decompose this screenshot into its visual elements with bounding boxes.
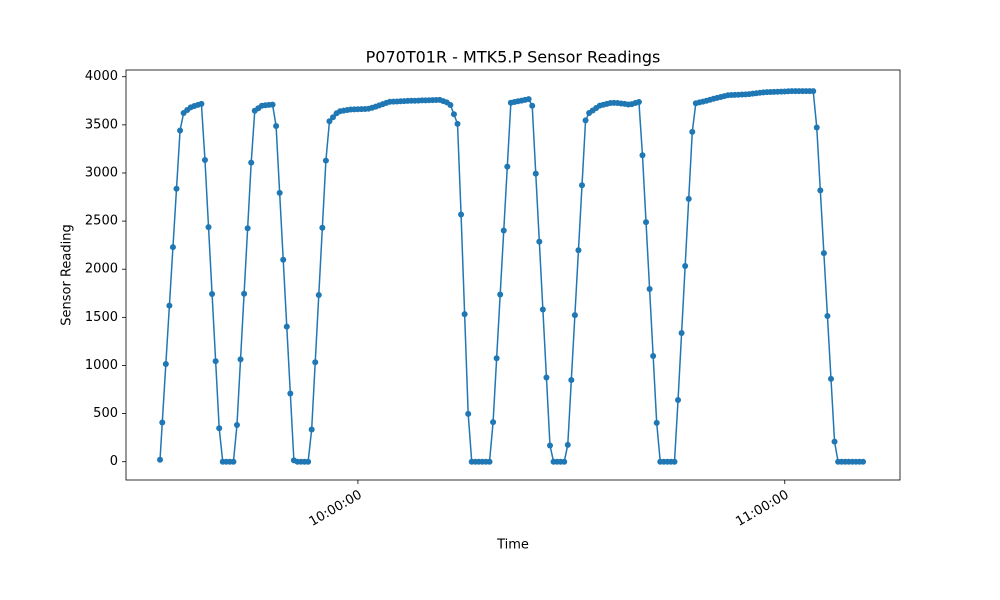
data-point xyxy=(216,425,223,432)
data-point xyxy=(209,291,216,298)
y-tick-label: 4000 xyxy=(85,69,118,84)
y-tick-label: 500 xyxy=(93,406,118,421)
data-point xyxy=(244,225,251,232)
data-point xyxy=(653,419,660,426)
y-tick-label: 2500 xyxy=(85,214,118,229)
data-point xyxy=(454,120,461,127)
series xyxy=(157,88,867,465)
data-point xyxy=(465,410,472,417)
data-point xyxy=(280,256,287,263)
data-point xyxy=(233,421,240,428)
data-point xyxy=(571,312,578,319)
chart-title: P070T01R - MTK5.P Sensor Readings xyxy=(366,48,661,67)
data-point xyxy=(276,189,283,196)
data-point xyxy=(319,224,326,231)
data-point xyxy=(486,458,493,465)
data-point xyxy=(212,358,219,365)
data-point xyxy=(831,438,838,445)
data-point xyxy=(241,290,248,297)
data-point xyxy=(173,185,180,192)
data-point xyxy=(639,152,646,159)
data-point xyxy=(205,224,212,231)
data-point xyxy=(817,187,824,194)
y-tick-label: 3000 xyxy=(85,165,118,180)
data-point xyxy=(326,118,333,125)
data-point xyxy=(490,419,497,426)
data-point xyxy=(493,355,500,362)
data-point xyxy=(169,244,176,251)
data-point xyxy=(157,456,164,463)
data-point xyxy=(529,102,536,109)
data-point xyxy=(685,195,692,202)
data-point xyxy=(582,117,589,124)
data-point xyxy=(273,123,280,130)
data-point xyxy=(579,182,586,189)
data-point xyxy=(561,458,568,465)
data-point xyxy=(824,313,831,319)
data-point xyxy=(315,292,322,299)
data-point xyxy=(646,286,653,293)
data-point xyxy=(671,458,678,465)
data-point xyxy=(166,302,173,309)
data-point xyxy=(269,101,276,108)
data-point xyxy=(177,127,184,134)
data-point xyxy=(458,211,465,218)
data-point xyxy=(568,377,575,384)
data-point xyxy=(539,306,546,313)
data-point xyxy=(322,157,329,164)
data-point xyxy=(643,219,650,226)
data-point xyxy=(635,98,642,105)
data-point xyxy=(860,458,867,465)
data-point xyxy=(283,323,290,330)
data-point xyxy=(237,356,244,363)
y-tick-label: 1500 xyxy=(85,310,118,325)
data-point xyxy=(536,238,543,245)
data-point xyxy=(447,102,454,109)
y-axis-label: Sensor Reading xyxy=(60,224,75,325)
data-point xyxy=(546,442,553,449)
data-point xyxy=(248,159,255,166)
data-point xyxy=(678,330,685,337)
data-point xyxy=(675,397,682,404)
data-point xyxy=(461,311,468,318)
data-point xyxy=(305,458,312,465)
data-point xyxy=(198,100,205,107)
x-axis-label: Time xyxy=(496,538,529,553)
data-point xyxy=(689,128,696,135)
data-point xyxy=(564,441,571,448)
data-point xyxy=(504,163,511,170)
data-point xyxy=(308,426,315,433)
data-point xyxy=(287,390,294,397)
plot-frame xyxy=(125,69,901,481)
y-tick-label: 1000 xyxy=(85,358,118,373)
data-point xyxy=(201,156,208,163)
data-point xyxy=(810,88,817,95)
data-point xyxy=(682,262,689,269)
data-point xyxy=(543,374,550,381)
data-point xyxy=(159,419,166,426)
data-point xyxy=(650,353,657,360)
data-point xyxy=(820,250,827,257)
y-tick-label: 3500 xyxy=(85,117,118,132)
data-point xyxy=(497,291,504,298)
data-point xyxy=(827,375,834,382)
data-point xyxy=(330,114,337,121)
data-point xyxy=(450,111,457,118)
data-point xyxy=(813,124,820,131)
y-tick-label: 2000 xyxy=(85,262,118,277)
data-point xyxy=(525,96,532,103)
data-point xyxy=(532,170,539,177)
data-point xyxy=(312,359,319,366)
data-point xyxy=(575,247,582,254)
data-point xyxy=(230,458,237,465)
data-point xyxy=(162,361,169,368)
y-tick-label: 0 xyxy=(110,454,118,469)
data-point xyxy=(500,227,507,234)
